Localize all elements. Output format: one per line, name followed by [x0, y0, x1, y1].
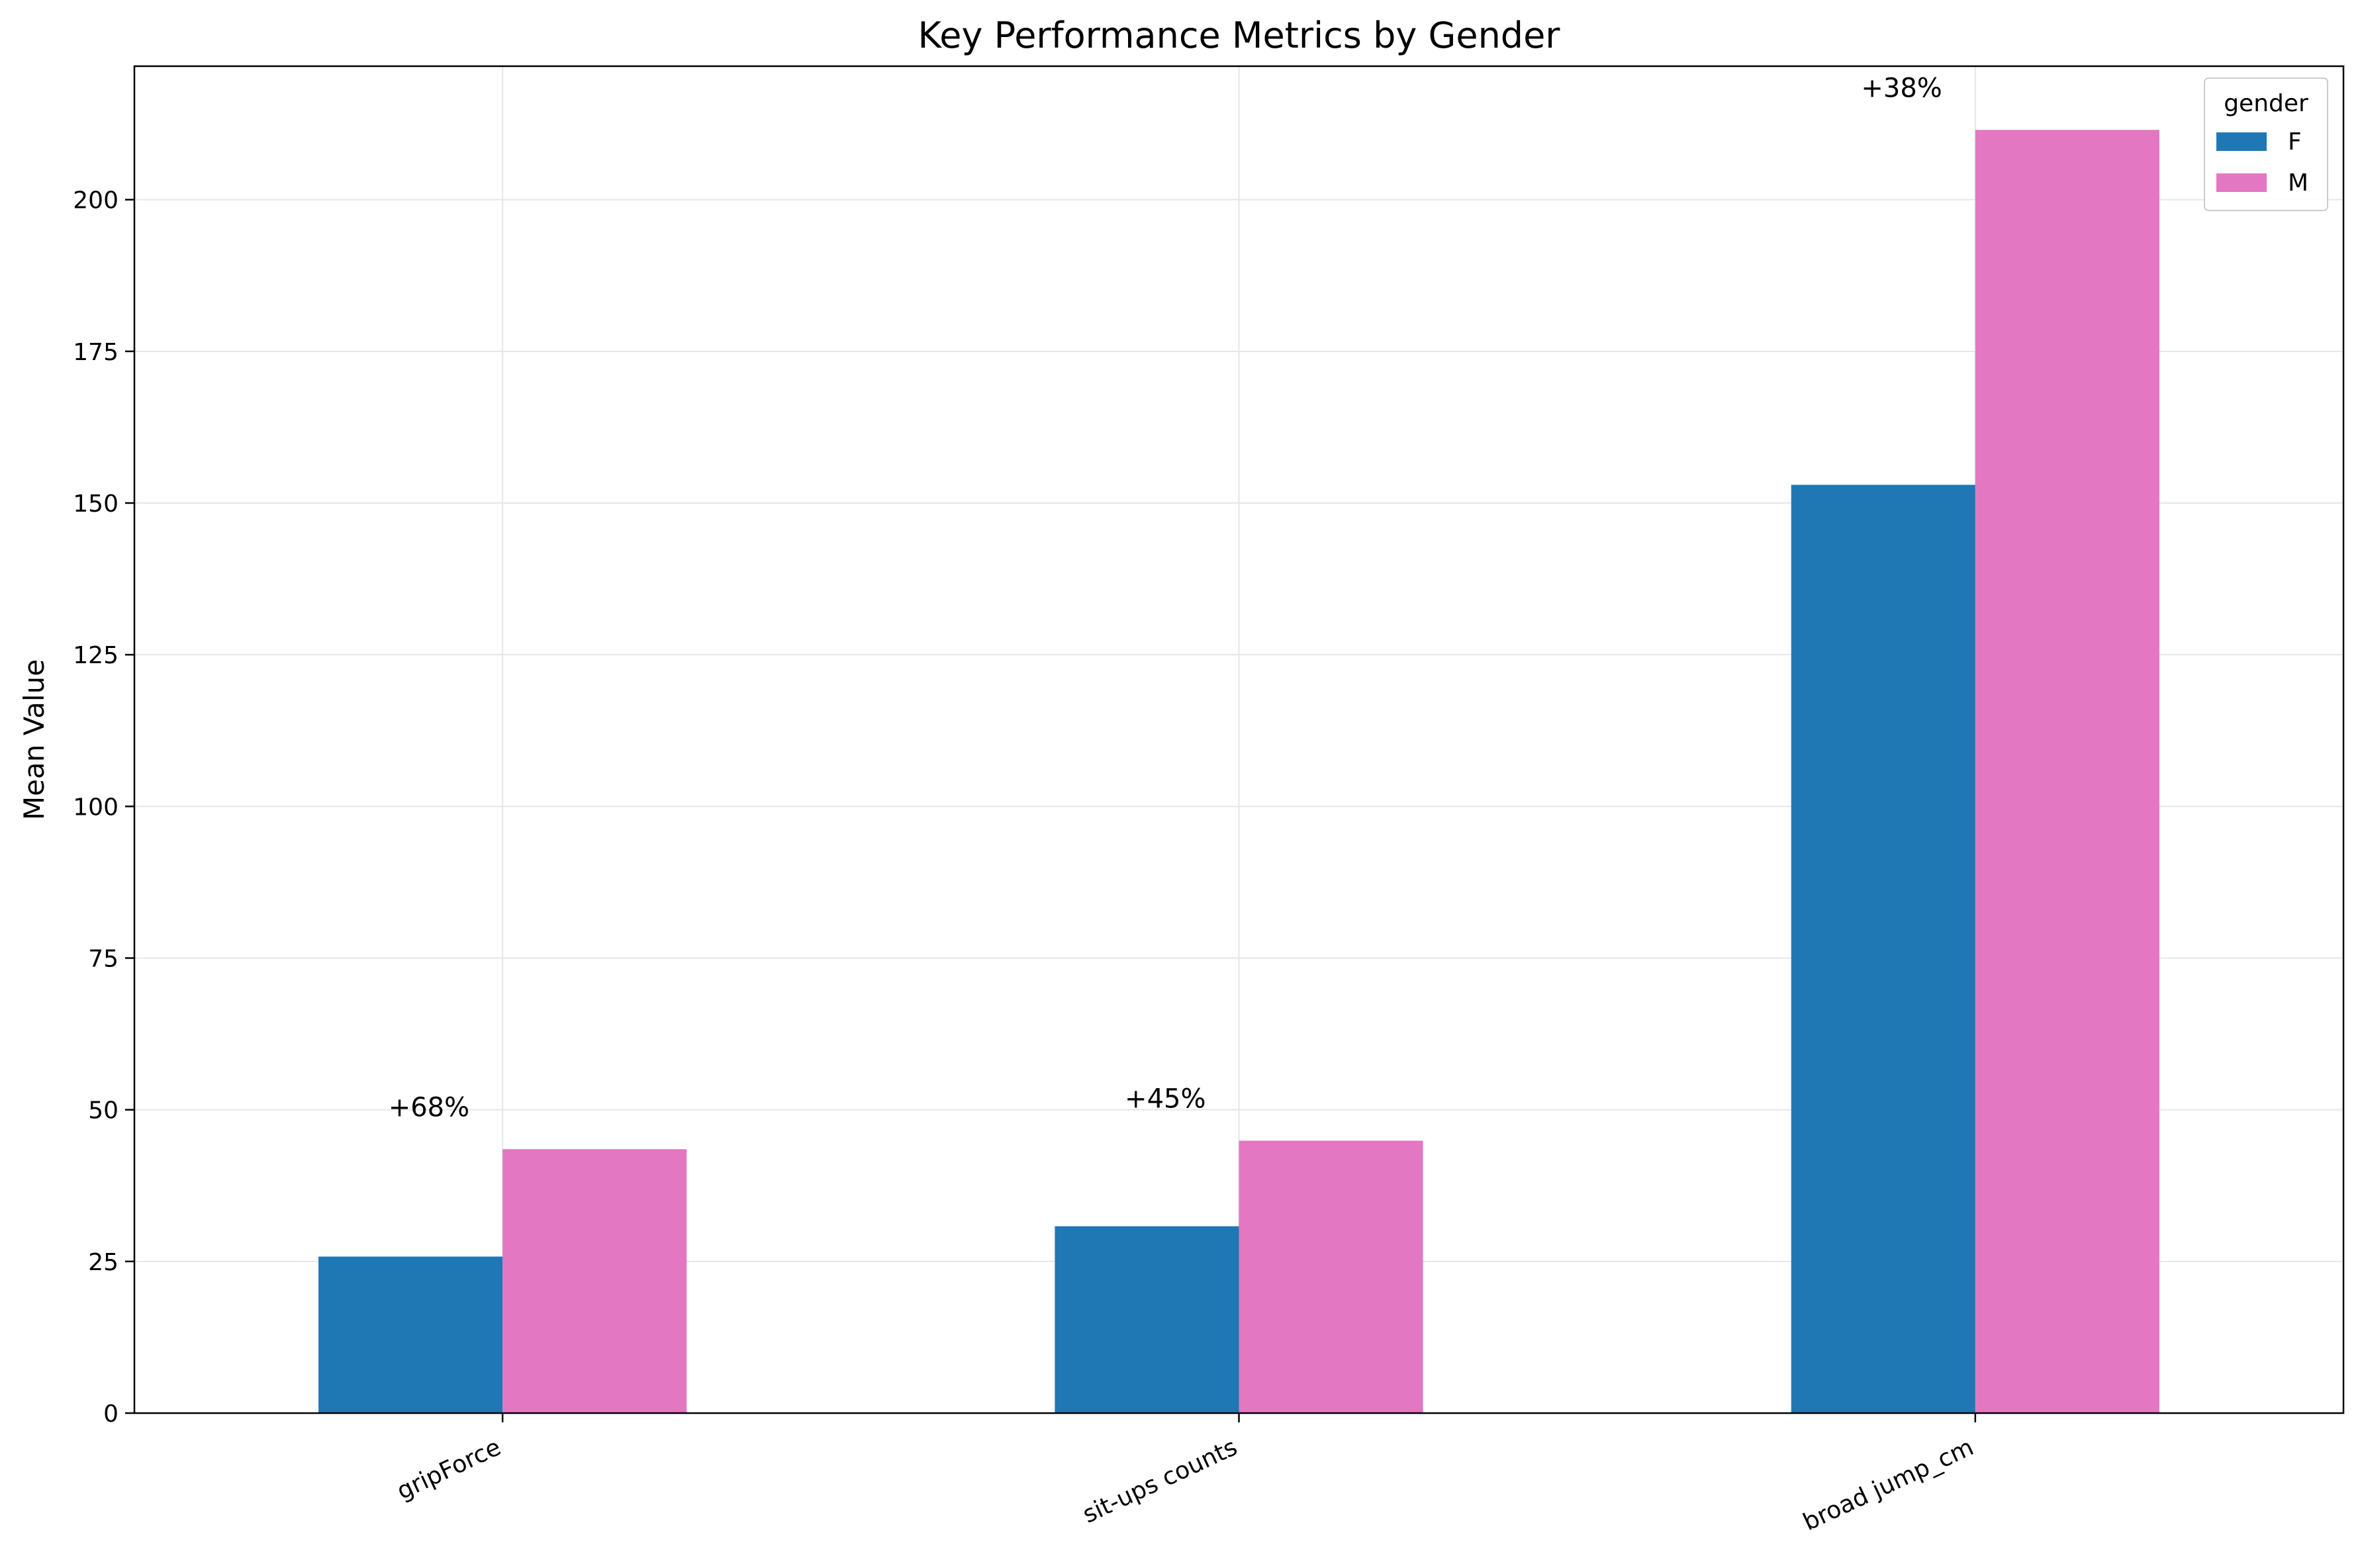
chart-title: Key Performance Metrics by Gender — [918, 15, 1561, 56]
bars — [318, 130, 2159, 1413]
bar-m — [502, 1149, 687, 1413]
y-tick-label: 200 — [73, 187, 118, 214]
y-axis-title: Mean Value — [18, 659, 50, 820]
y-tick-label: 50 — [88, 1097, 118, 1125]
bar-f — [318, 1256, 503, 1413]
legend-title: gender — [2224, 90, 2308, 117]
bar-f — [1791, 484, 1975, 1413]
bar-annotation: +38% — [1861, 73, 1942, 103]
legend-swatch-f — [2216, 132, 2267, 151]
bar-m — [1239, 1140, 1423, 1413]
legend-label-f: F — [2288, 128, 2302, 156]
y-tick-label: 150 — [73, 490, 118, 518]
legend-label-m: M — [2288, 169, 2308, 197]
bar-f — [1055, 1226, 1239, 1413]
bar-m — [1975, 130, 2159, 1413]
bar-annotation: +68% — [389, 1092, 469, 1123]
y-tick-label: 125 — [73, 642, 118, 669]
annotations: +68% +45% +38% — [389, 73, 1942, 1123]
y-tick-label: 175 — [73, 339, 118, 366]
legend-swatch-m — [2216, 173, 2267, 192]
bar-annotation: +45% — [1125, 1084, 1205, 1114]
y-tick-label: 25 — [88, 1249, 118, 1276]
y-tick-label: 0 — [103, 1401, 118, 1428]
legend: gender FM — [2204, 77, 2328, 211]
y-tick-label: 100 — [73, 794, 118, 821]
y-tick-label: 75 — [88, 946, 118, 973]
